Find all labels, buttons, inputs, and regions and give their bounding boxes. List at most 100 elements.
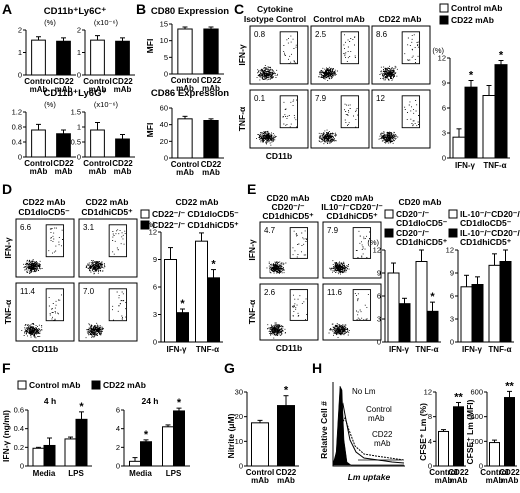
panel-a-unit-count-2: (x10⁻⁶) (94, 100, 119, 109)
panel-h-hist-xlabel: Lm uptake (348, 472, 391, 482)
panel-d-ifn-plot-1: 3.1 (78, 218, 138, 278)
gate-box (279, 31, 299, 65)
panel-e-tnf-plot-0: 2.6 (259, 283, 319, 341)
bar (32, 447, 45, 467)
y-tick-label: 0 (77, 153, 81, 162)
y-tick-label: 12 (149, 228, 157, 237)
chart-11-panel-f: 0 2 4 6 Media LPS * * (116, 397, 190, 478)
hist-label-cd22: CD22 (372, 430, 393, 439)
panel-h-hist-ylabel: Relative Cell # (319, 401, 329, 459)
event-dots (378, 100, 419, 144)
chart-8-panel-e: 0 3 6 9 12 IFN-γ TNF-α * (%) (367, 238, 441, 354)
bar (176, 312, 189, 343)
x-category-label: CD22 (276, 468, 297, 477)
legend-swatch (439, 3, 449, 13)
panel-e-col1-line1: CD20 mAb (267, 193, 310, 203)
y-tick-label: 10 (235, 437, 243, 446)
x-category-label: Control (171, 76, 199, 85)
panel-b-ylabel-2: MFI (145, 123, 155, 138)
y-tick-label: 400 (470, 412, 483, 421)
hist-no-lm (332, 385, 404, 466)
panel-c-header-isotype: Isotype Control (244, 14, 306, 24)
gate-box (108, 224, 128, 258)
bar (177, 118, 193, 159)
panel-g-ylabel: Nitrite (μM) (226, 413, 236, 458)
y-tick-label: 0 (377, 338, 381, 347)
event-dots (21, 294, 62, 339)
significance-mark: * (499, 50, 504, 62)
bar (195, 240, 208, 343)
y-tick-label: 0.2 (14, 443, 24, 452)
panel-b-ylabel-1: MFI (145, 39, 155, 54)
event-dots (256, 35, 297, 81)
event-dots (85, 229, 126, 275)
chart-9-panel-e: 0 3 6 9 12 IFN-γ TNF-α (446, 246, 514, 354)
bar (115, 40, 130, 76)
legend-d-lo: CD22⁻/⁻ CD1dloCD5⁻ (140, 209, 239, 219)
significance-mark: * (284, 385, 289, 397)
panel-a-title-ly6c: CD11b⁺Ly6C⁺ (44, 6, 106, 17)
legend-label: CD22 mAb (451, 15, 494, 25)
chart-6-panel-c: 0 3 6 9 12 IFN-γ TNF-α * * (%) (432, 46, 510, 170)
legend-f-cd22: CD22 mAb (91, 380, 146, 390)
panel-c-header-cytokine: Cytokine (257, 4, 293, 14)
y-tick-label: 2 (116, 443, 120, 452)
panel-d-bar-title: CD22 mAb (176, 197, 219, 207)
panel-c-tnf-plot-0: 0.1 (249, 89, 309, 149)
legend-label: CD1dhiCD5⁺ (396, 237, 448, 247)
legend-swatch (140, 220, 150, 230)
y-tick-label: 0.5 (71, 138, 81, 147)
panel-letter-f: F (2, 360, 11, 376)
y-tick-label: 3 (450, 315, 454, 324)
x-category-label: Media (33, 469, 56, 478)
x-category-label: CD22 (112, 77, 133, 86)
panel-letter-b: B (136, 1, 146, 17)
gate-percent: 0.8 (254, 30, 266, 39)
y-tick-label: 6 (442, 104, 446, 113)
legend-label: IL-10⁻/⁻CD20⁻/⁻ (460, 228, 520, 238)
panel-e-bar-title: CD20 mAb (399, 197, 442, 207)
x-category-label: IFN-γ (455, 161, 476, 170)
panel-letter-e: E (247, 181, 256, 197)
bar (164, 259, 177, 343)
y-tick-label: 1.2 (12, 108, 22, 117)
panel-c-xlabel-cd11b: CD11b (266, 151, 292, 161)
x-category-label: IFN-γ (462, 345, 483, 354)
panel-e-tnf-plot-1: 11.6 (322, 283, 382, 341)
gate-box (340, 31, 360, 65)
panel-e-col2-line1: CD20 mAb (331, 193, 374, 203)
y-tick-label: 40 (160, 120, 168, 129)
significance-mark: * (79, 401, 84, 413)
legend-label: CD20⁻/⁻ (396, 209, 430, 219)
panel-c-ifn-plot-2: 8.6 (371, 25, 431, 85)
bar (75, 418, 88, 467)
panel-e-ifn-plot-1: 7.9 (322, 221, 382, 279)
hist-cd22-mab (332, 416, 405, 466)
gate-percent: 0.1 (254, 94, 266, 103)
y-unit-label: (%) (367, 238, 379, 247)
gate-box (401, 31, 421, 65)
y-tick-label: 20 (160, 137, 168, 146)
y-tick-label: 0 (153, 338, 157, 347)
y-tick-label: 60 (160, 104, 168, 113)
x-category-label: CD22 (499, 468, 520, 477)
bar (494, 64, 508, 159)
chart-10-panel-f: 0 0.2 0.4 0.6 Media LPS * (14, 401, 92, 478)
bar (43, 444, 56, 467)
bar (173, 410, 185, 467)
x-category-label: Control (83, 159, 111, 168)
panel-a-title-ly6g: CD11b⁺Ly6G⁺ (43, 88, 106, 99)
hist-label-control-mab: mAb (368, 414, 385, 423)
panel-d-tnf-plot-0: 11.4 (15, 282, 75, 342)
y-tick-label: 2 (77, 26, 81, 35)
y-tick-label: 9 (377, 269, 381, 278)
panel-letter-a: A (2, 1, 12, 17)
y-tick-label: 0.8 (12, 123, 22, 132)
panel-d-col1-line1: CD22 mAb (23, 197, 66, 207)
gate-box (352, 227, 372, 259)
panel-e-ylabel-ifn: IFN-γ (247, 239, 257, 261)
x-category-label: mAb (202, 84, 220, 93)
